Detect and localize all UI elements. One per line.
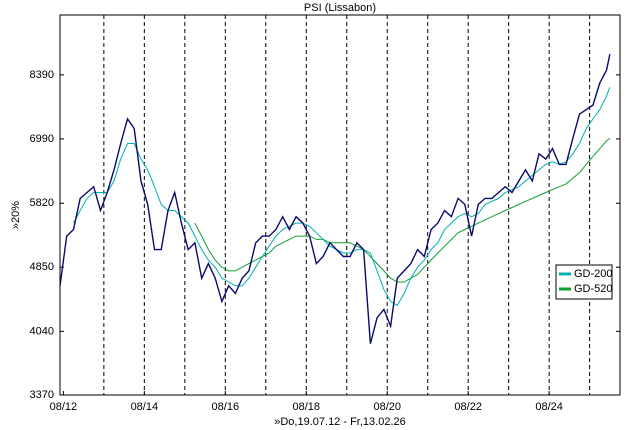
x-axis-label: »Do,19.07.12 - Fr,13.02.26 xyxy=(274,416,405,428)
x-tick-label: 08/24 xyxy=(535,401,563,413)
data-line xyxy=(73,87,611,307)
y-tick-label: 6990 xyxy=(30,133,54,145)
y-tick-label: 8390 xyxy=(30,69,54,81)
x-tick-label: 08/12 xyxy=(50,401,78,413)
x-tick-label: 08/20 xyxy=(373,401,401,413)
legend-label: GD-200 xyxy=(574,268,613,280)
y-tick-label: 4040 xyxy=(30,325,54,337)
x-tick-label: 08/22 xyxy=(454,401,482,413)
legend-box xyxy=(555,264,613,300)
y-tick-label: 5820 xyxy=(30,197,54,209)
legend-label: GD-520 xyxy=(574,283,613,295)
x-tick-label: 08/16 xyxy=(212,401,240,413)
x-tick-label: 08/14 xyxy=(131,401,159,413)
data-line xyxy=(194,137,611,283)
chart-title: PSI (Lissabon) xyxy=(304,2,376,14)
x-tick-label: 08/18 xyxy=(292,401,320,413)
plot-frame xyxy=(59,14,621,396)
data-line xyxy=(59,53,611,344)
y-tick-label: 3370 xyxy=(30,389,54,401)
y-tick-label: 4850 xyxy=(30,261,54,273)
y-axis-label: »20% xyxy=(10,201,22,229)
